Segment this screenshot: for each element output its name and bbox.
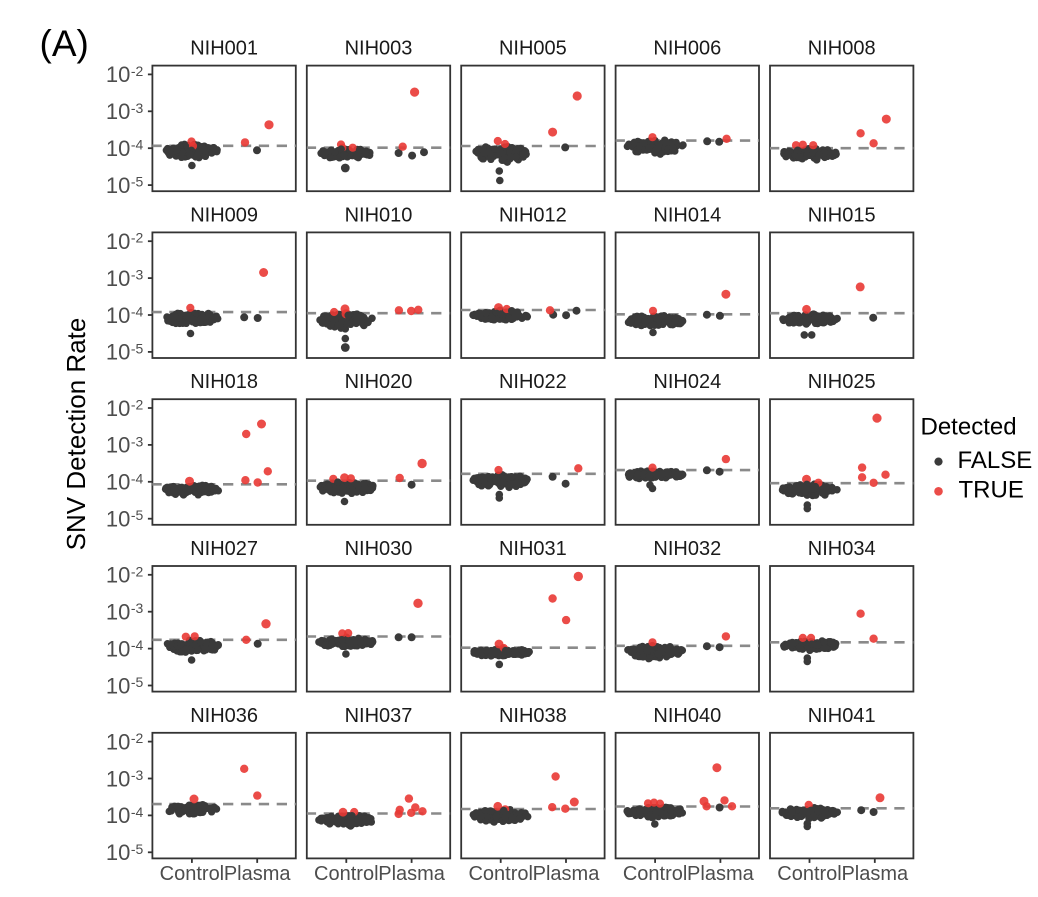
svg-text:-2: -2 bbox=[131, 730, 144, 746]
svg-text:10: 10 bbox=[106, 433, 130, 458]
svg-text:NIH037: NIH037 bbox=[345, 705, 413, 727]
svg-text:-2: -2 bbox=[131, 63, 144, 79]
svg-text:NIH025: NIH025 bbox=[808, 371, 876, 393]
svg-text:NIH032: NIH032 bbox=[653, 538, 721, 560]
svg-text:Detected: Detected bbox=[921, 414, 1017, 441]
svg-text:10: 10 bbox=[106, 303, 130, 328]
svg-text:10: 10 bbox=[106, 470, 130, 495]
svg-text:TRUE: TRUE bbox=[959, 477, 1024, 504]
svg-text:10: 10 bbox=[106, 99, 130, 124]
svg-text:NIH008: NIH008 bbox=[808, 38, 876, 60]
svg-text:NIH022: NIH022 bbox=[499, 371, 567, 393]
svg-text:-3: -3 bbox=[131, 267, 144, 283]
svg-text:NIH040: NIH040 bbox=[653, 705, 721, 727]
svg-text:NIH036: NIH036 bbox=[190, 705, 258, 727]
svg-text:SNV Detection Rate: SNV Detection Rate bbox=[61, 318, 91, 551]
svg-text:NIH031: NIH031 bbox=[499, 538, 567, 560]
svg-text:-4: -4 bbox=[131, 304, 144, 320]
svg-text:Control: Control bbox=[314, 863, 378, 885]
svg-text:NIH015: NIH015 bbox=[808, 204, 876, 226]
svg-text:-3: -3 bbox=[131, 433, 144, 449]
svg-text:10: 10 bbox=[106, 340, 130, 365]
svg-text:-5: -5 bbox=[131, 507, 144, 523]
svg-text:Control: Control bbox=[777, 863, 841, 885]
svg-text:-4: -4 bbox=[131, 637, 144, 653]
svg-text:(A): (A) bbox=[40, 23, 89, 64]
svg-text:10: 10 bbox=[106, 766, 130, 791]
svg-text:NIH012: NIH012 bbox=[499, 204, 567, 226]
svg-text:-2: -2 bbox=[131, 230, 144, 246]
svg-text:10: 10 bbox=[106, 396, 130, 421]
svg-text:NIH024: NIH024 bbox=[653, 371, 721, 393]
svg-text:NIH009: NIH009 bbox=[190, 204, 258, 226]
svg-text:-5: -5 bbox=[131, 174, 144, 190]
svg-text:Plasma: Plasma bbox=[224, 863, 292, 885]
svg-text:NIH005: NIH005 bbox=[499, 38, 567, 60]
svg-text:NIH041: NIH041 bbox=[808, 705, 876, 727]
svg-text:NIH038: NIH038 bbox=[499, 705, 567, 727]
svg-text:-4: -4 bbox=[131, 804, 144, 820]
svg-text:Plasma: Plasma bbox=[378, 863, 446, 885]
svg-text:-3: -3 bbox=[131, 100, 144, 116]
svg-text:Control: Control bbox=[468, 863, 532, 885]
svg-text:NIH003: NIH003 bbox=[345, 38, 413, 60]
svg-text:10: 10 bbox=[106, 229, 130, 254]
svg-text:NIH030: NIH030 bbox=[345, 538, 413, 560]
svg-text:-5: -5 bbox=[131, 841, 144, 857]
svg-text:Plasma: Plasma bbox=[687, 863, 755, 885]
svg-text:NIH010: NIH010 bbox=[345, 204, 413, 226]
svg-text:10: 10 bbox=[106, 266, 130, 291]
svg-text:10: 10 bbox=[106, 636, 130, 661]
svg-text:-2: -2 bbox=[131, 563, 144, 579]
svg-text:10: 10 bbox=[106, 840, 130, 865]
svg-text:NIH001: NIH001 bbox=[190, 38, 258, 60]
svg-text:10: 10 bbox=[106, 673, 130, 698]
svg-text:-2: -2 bbox=[131, 397, 144, 413]
svg-text:10: 10 bbox=[106, 729, 130, 754]
svg-text:Control: Control bbox=[160, 863, 224, 885]
svg-text:NIH014: NIH014 bbox=[653, 204, 721, 226]
svg-text:NIH006: NIH006 bbox=[653, 38, 721, 60]
svg-text:-5: -5 bbox=[131, 340, 144, 356]
svg-text:-4: -4 bbox=[131, 470, 144, 486]
svg-text:-5: -5 bbox=[131, 674, 144, 690]
svg-text:NIH034: NIH034 bbox=[808, 538, 876, 560]
svg-text:NIH020: NIH020 bbox=[345, 371, 413, 393]
svg-text:Plasma: Plasma bbox=[841, 863, 909, 885]
svg-text:NIH018: NIH018 bbox=[190, 371, 258, 393]
svg-text:10: 10 bbox=[106, 507, 130, 532]
svg-text:10: 10 bbox=[106, 62, 130, 87]
svg-text:10: 10 bbox=[106, 173, 130, 198]
svg-text:10: 10 bbox=[106, 803, 130, 828]
svg-text:NIH027: NIH027 bbox=[190, 538, 258, 560]
svg-text:-4: -4 bbox=[131, 137, 144, 153]
svg-text:Control: Control bbox=[623, 863, 687, 885]
svg-text:10: 10 bbox=[106, 563, 130, 588]
svg-text:-3: -3 bbox=[131, 600, 144, 616]
svg-text:FALSE: FALSE bbox=[958, 447, 1033, 474]
svg-text:10: 10 bbox=[106, 600, 130, 625]
svg-text:10: 10 bbox=[106, 136, 130, 161]
svg-text:-3: -3 bbox=[131, 767, 144, 783]
svg-text:Plasma: Plasma bbox=[533, 863, 601, 885]
